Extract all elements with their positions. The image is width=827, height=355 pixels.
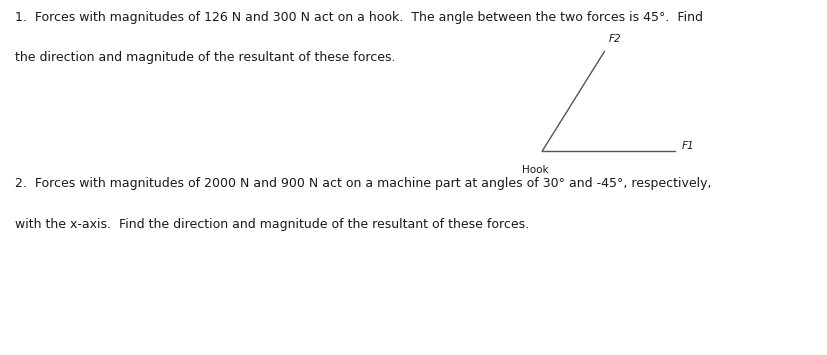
- Text: 1.  Forces with magnitudes of 126 N and 300 N act on a hook.  The angle between : 1. Forces with magnitudes of 126 N and 3…: [15, 11, 702, 24]
- Text: with the x-axis.  Find the direction and magnitude of the resultant of these for: with the x-axis. Find the direction and …: [15, 218, 528, 231]
- Text: F1: F1: [681, 141, 693, 151]
- Text: F2: F2: [608, 34, 620, 44]
- Text: Hook: Hook: [521, 165, 547, 175]
- Text: the direction and magnitude of the resultant of these forces.: the direction and magnitude of the resul…: [15, 51, 395, 65]
- Text: 2.  Forces with magnitudes of 2000 N and 900 N act on a machine part at angles o: 2. Forces with magnitudes of 2000 N and …: [15, 178, 710, 191]
